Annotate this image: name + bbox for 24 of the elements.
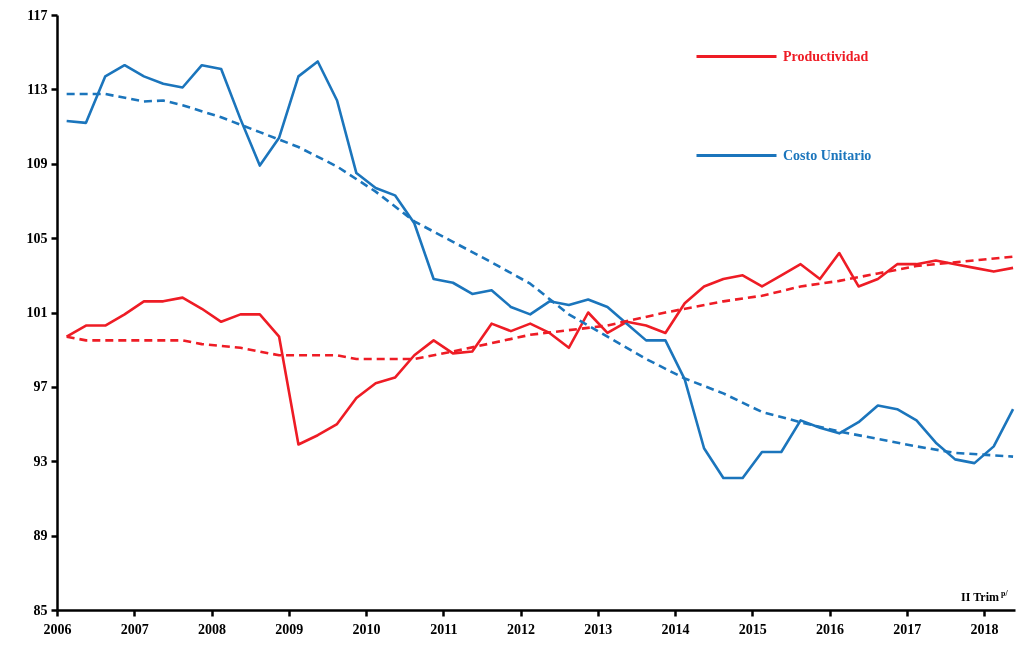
x-tick-label: 2007 bbox=[120, 621, 149, 637]
x-tick-label: 2016 bbox=[816, 621, 845, 637]
x-tick-label: 2013 bbox=[584, 621, 613, 637]
x-tick-label: 2018 bbox=[970, 621, 999, 637]
text: Costo Unitario bbox=[783, 147, 872, 163]
x-tick-label: 2015 bbox=[738, 621, 767, 637]
x-tick-label: 2008 bbox=[198, 621, 227, 637]
text: Productividad bbox=[783, 48, 869, 64]
y-tick-label: 97 bbox=[33, 379, 48, 395]
x-tick-label: 2010 bbox=[352, 621, 381, 637]
y-tick-label: 113 bbox=[27, 81, 48, 97]
y-tick-label: 109 bbox=[26, 156, 48, 172]
y-tick-label: 101 bbox=[26, 305, 48, 320]
x-tick-label: 2006 bbox=[43, 621, 72, 637]
y-tick-label: 105 bbox=[26, 230, 48, 246]
y-tick-label: 89 bbox=[33, 528, 48, 544]
x-tick-label: 2009 bbox=[275, 621, 304, 637]
y-tick-label: 117 bbox=[27, 7, 48, 23]
x-tick-label: 2014 bbox=[661, 621, 690, 637]
x-tick-label: 2011 bbox=[430, 621, 458, 637]
x-tick-label: 2012 bbox=[507, 621, 536, 637]
y-tick-label: 93 bbox=[33, 453, 48, 469]
x-tick-label: 2017 bbox=[893, 621, 922, 637]
y-tick-label: 85 bbox=[33, 602, 48, 618]
